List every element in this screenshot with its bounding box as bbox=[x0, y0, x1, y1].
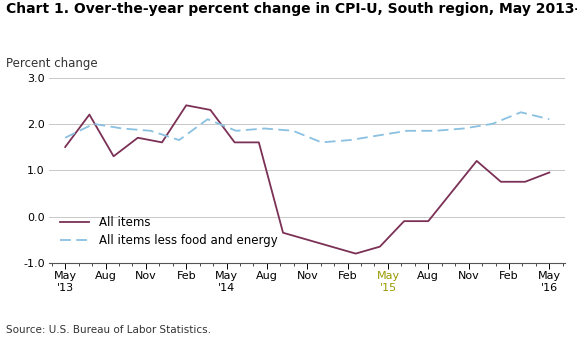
Text: Chart 1. Over-the-year percent change in CPI-U, South region, May 2013–May 2016: Chart 1. Over-the-year percent change in… bbox=[6, 2, 577, 16]
Legend: All items, All items less food and energy: All items, All items less food and energ… bbox=[55, 211, 282, 251]
Text: Source: U.S. Bureau of Labor Statistics.: Source: U.S. Bureau of Labor Statistics. bbox=[6, 325, 211, 335]
Text: Percent change: Percent change bbox=[6, 57, 98, 70]
